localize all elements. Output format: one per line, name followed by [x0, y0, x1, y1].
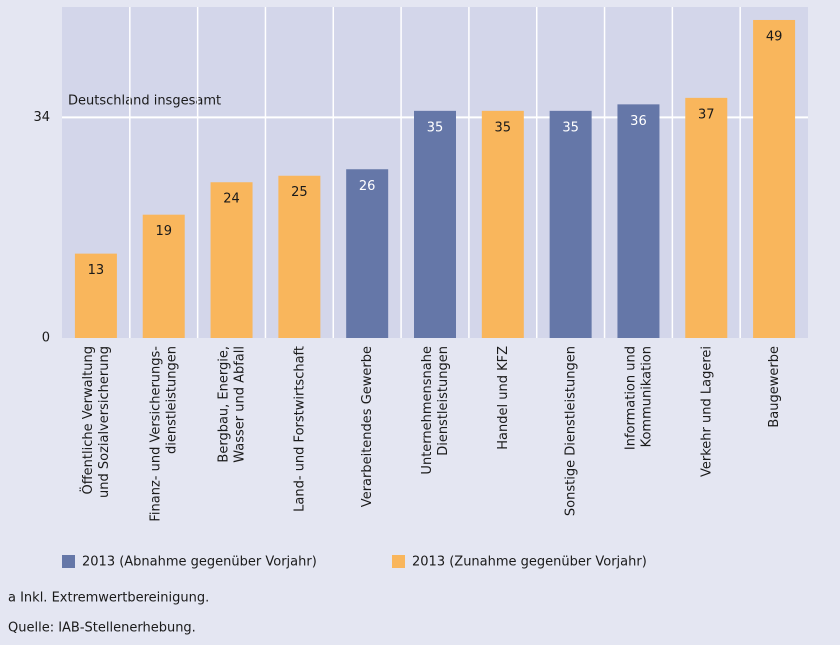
bar: [414, 110, 456, 338]
data-label: 26: [359, 179, 376, 194]
bar: [617, 104, 660, 339]
legend-label: 2013 (Abnahme gegenüber Vorjahr): [82, 555, 317, 570]
x-tick-label: Bergbau, Energie,Wasser und Abfall: [216, 346, 247, 463]
bar: [346, 169, 389, 338]
footnote: a Inkl. Extremwertbereinigung.: [8, 591, 209, 606]
bar: [549, 110, 592, 338]
bar: [685, 97, 728, 338]
legend-swatch: [62, 555, 75, 568]
x-tick-label: Information undKommunikation: [623, 346, 654, 450]
x-tick-label: Öffentliche Verwaltungund Sozialversiche…: [78, 346, 111, 498]
legend-label: 2013 (Zunahme gegenüber Vorjahr): [412, 555, 647, 570]
data-label: 25: [291, 185, 308, 200]
bar: [142, 214, 185, 338]
data-label: 37: [698, 107, 715, 122]
data-label: 49: [766, 29, 783, 44]
data-label: 19: [155, 224, 172, 239]
y-tick-label: 0: [42, 331, 50, 346]
data-label: 24: [223, 192, 240, 207]
bar: [210, 182, 253, 338]
data-label: 13: [88, 263, 105, 278]
bar: [278, 175, 321, 338]
x-tick-label: Handel und KFZ: [495, 346, 510, 450]
x-tick-label: UnternehmensnaheDienstleistungen: [420, 346, 451, 475]
data-label: 36: [630, 114, 647, 129]
footnote: Quelle: IAB-Stellenerhebung.: [8, 621, 196, 636]
x-tick-label: Verarbeitendes Gewerbe: [360, 346, 375, 507]
data-label: 35: [427, 120, 444, 135]
x-tick-label: Sonstige Dienstleistungen: [563, 346, 578, 516]
bar: [74, 253, 117, 338]
y-tick-label: 34: [33, 110, 50, 125]
data-label: 35: [562, 120, 579, 135]
x-tick-label: Baugewerbe: [767, 346, 782, 428]
data-label: 35: [495, 120, 512, 135]
x-tick-label: Finanz- und Versicherungs-dienstleistung…: [148, 346, 179, 522]
bar: [481, 110, 524, 338]
x-tick-label: Verkehr und Lagerei: [699, 346, 714, 477]
x-tick-label: Land- und Forstwirtschaft: [292, 346, 307, 512]
legend-swatch: [392, 555, 405, 568]
annotation: Deutschland insgesamt: [68, 94, 221, 109]
bar: [753, 19, 796, 338]
